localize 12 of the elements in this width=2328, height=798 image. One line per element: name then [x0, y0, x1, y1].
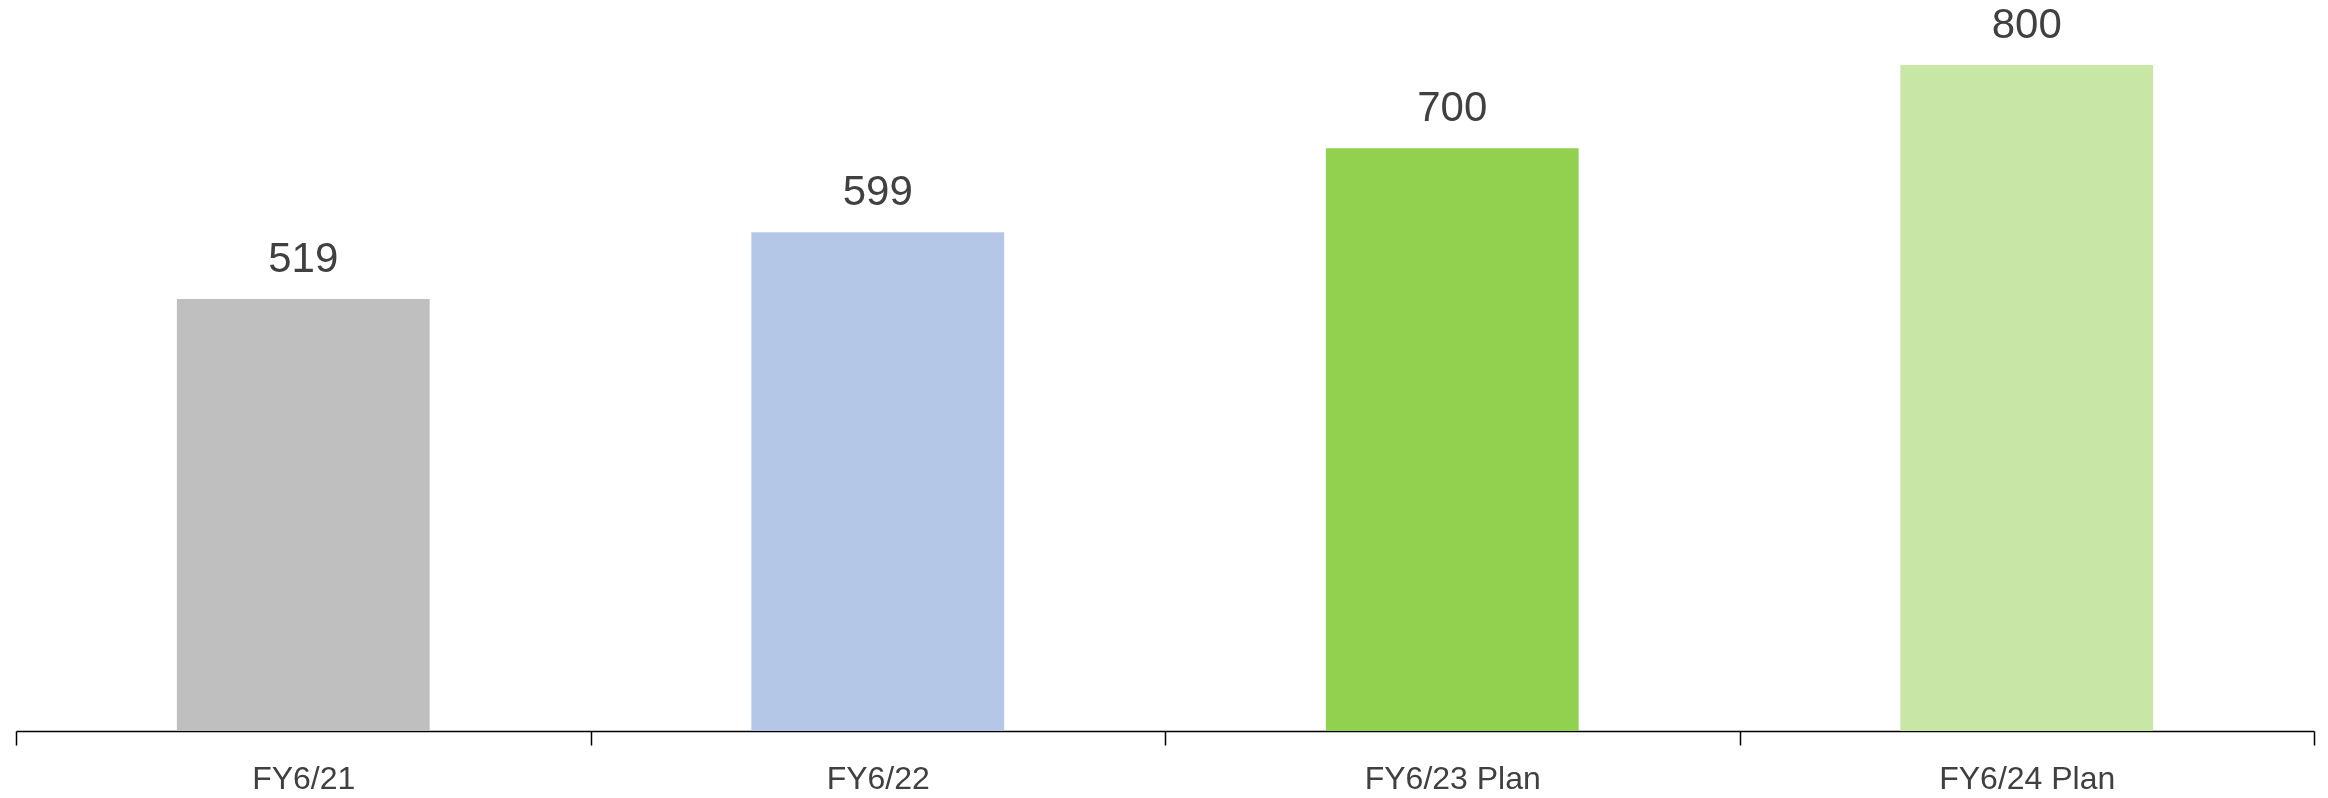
x-tick-label: FY6/24 Plan [1939, 759, 2116, 796]
bar [1325, 148, 1579, 731]
data-label: 519 [268, 233, 339, 281]
x-tick-label: FY6/23 Plan [1364, 759, 1541, 796]
data-label: 599 [842, 167, 913, 215]
x-tick-label: FY6/22 [826, 759, 930, 796]
data-label: 700 [1417, 83, 1488, 131]
x-tick-label: FY6/21 [252, 759, 356, 796]
bar [751, 232, 1005, 731]
bar [176, 298, 430, 731]
bar [1900, 65, 2154, 731]
data-label: 800 [1991, 0, 2062, 47]
